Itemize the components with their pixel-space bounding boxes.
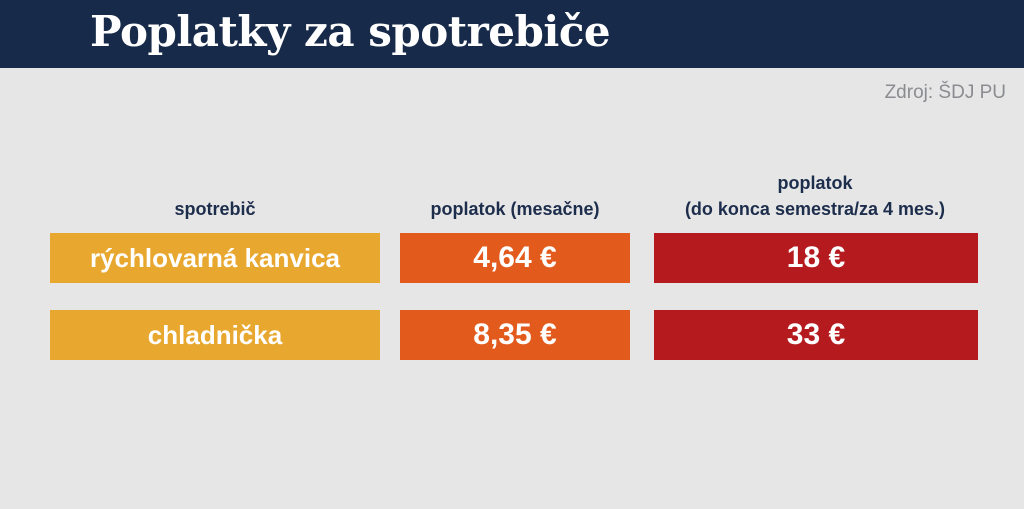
table-row-2-appliance: chladnička [50,310,380,360]
table-row-1-appliance: rýchlovarná kanvica [50,233,380,283]
header-bar: Poplatky za spotrebiče [0,0,1024,68]
column-header-monthly-label: poplatok (mesačne) [430,199,600,219]
column-header-appliance-label: spotrebič [174,199,256,219]
column-header-semester: poplatok (do konca semestra/za 4 mes.) [640,172,990,220]
table-row-1-semester-fee: 18 € [654,233,978,283]
column-header-monthly: poplatok (mesačne) [395,198,635,220]
table-row-2-monthly-fee: 8,35 € [400,310,630,360]
column-header-semester-line1: poplatok [777,173,853,193]
column-header-semester-line2: (do konca semestra/za 4 mes.) [684,199,946,219]
column-header-appliance: spotrebič [50,198,380,220]
page-title: Poplatky za spotrebiče [90,7,611,56]
table-row-1-monthly-fee: 4,64 € [400,233,630,283]
table-row-2-semester-fee: 33 € [654,310,978,360]
source-label: Zdroj: ŠDJ PU [884,82,1006,103]
